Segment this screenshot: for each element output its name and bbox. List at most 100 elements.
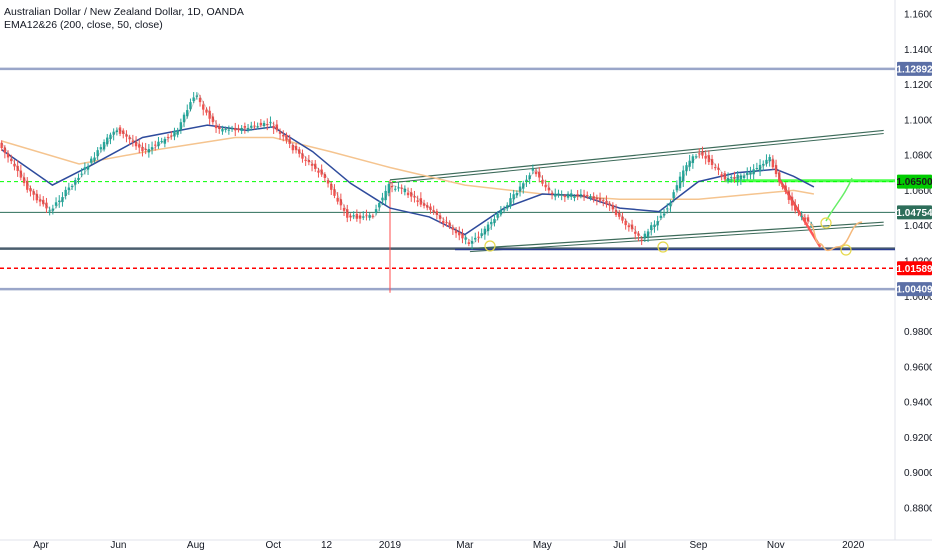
candle-body [538, 171, 541, 178]
candle-body [74, 179, 77, 185]
candle-body [243, 125, 247, 128]
x-tick-label: May [533, 540, 552, 550]
candle-body [282, 134, 285, 137]
candle-body [474, 237, 477, 240]
candle-body [554, 193, 557, 197]
candle-body [598, 198, 602, 201]
indicator-legend: EMA12&26 (200, close, 50, close) [4, 19, 163, 31]
candle-body [550, 192, 554, 195]
candle-body [170, 135, 173, 137]
candle-body [288, 138, 291, 144]
candle-body [602, 200, 605, 202]
candle-body [784, 185, 787, 192]
price-tag-label: 1.12892 [896, 64, 932, 75]
candle-body [704, 155, 707, 159]
candle-body [707, 155, 711, 163]
candle-body [202, 104, 205, 110]
trend-line-0 [389, 129, 884, 181]
candle-body [250, 125, 253, 128]
candle-body [310, 163, 314, 166]
candle-body [346, 209, 349, 218]
candle-body [758, 164, 762, 171]
candle-body [733, 176, 736, 179]
candle-body [176, 130, 179, 135]
candle-body [592, 196, 595, 200]
candle-body [368, 214, 371, 218]
candle-body [426, 205, 429, 208]
candle-body [22, 177, 26, 184]
candle-body [330, 183, 333, 190]
candle-body [435, 211, 439, 215]
candle-body [429, 206, 432, 210]
price-tag [897, 61, 932, 76]
candle-body [54, 202, 58, 206]
candle-body [192, 97, 195, 101]
candle-body [339, 199, 343, 206]
candle-body [448, 222, 451, 227]
candle-body [29, 188, 32, 192]
candle-body [662, 213, 666, 216]
candle-body [637, 233, 640, 236]
candle-body [285, 134, 288, 141]
x-tick-label: Mar [456, 540, 474, 550]
candle-body [390, 186, 394, 188]
candle-body [138, 144, 141, 148]
price-tag [897, 174, 932, 189]
candle-body [381, 197, 384, 201]
candle-body [682, 170, 685, 182]
candle-body [787, 191, 791, 200]
series-price [1, 92, 815, 244]
candle-body [160, 141, 163, 143]
candle-body [16, 165, 19, 172]
candle-body [349, 215, 352, 218]
candle-body [365, 214, 368, 216]
x-tick-label: 2020 [842, 540, 865, 550]
candle-body [509, 198, 512, 207]
candle-body [6, 153, 10, 158]
candle-body [61, 197, 64, 203]
candle-body [672, 192, 675, 199]
candle-body [275, 124, 279, 131]
candle-body [595, 197, 599, 200]
x-tick-label: Aug [187, 540, 205, 550]
x-tick-label: 2019 [379, 540, 402, 550]
candle-body [128, 137, 131, 140]
y-tick-label: 1.04000 [904, 221, 932, 232]
candle-body [211, 116, 215, 123]
candle-body [566, 193, 570, 198]
candle-body [563, 196, 567, 198]
candle-body [10, 158, 13, 162]
candle-body [496, 213, 499, 218]
candle-body [486, 224, 490, 232]
candle-body [269, 121, 272, 123]
candle-body [518, 186, 522, 192]
candle-body [195, 95, 199, 97]
candle-body [141, 147, 144, 152]
candle-body [125, 134, 128, 137]
y-tick-label: 1.10000 [904, 115, 932, 126]
trend-line-1 [469, 221, 884, 250]
candle-body [147, 149, 151, 153]
candle-body [352, 215, 355, 217]
candle-body [198, 97, 202, 103]
candle-body [93, 157, 96, 161]
candle-body [163, 138, 167, 144]
candle-body [803, 217, 807, 221]
candle-body [618, 212, 621, 217]
price-tag-label: 1.00409 [896, 285, 932, 296]
candle-body [102, 142, 106, 150]
candle-body [144, 148, 147, 150]
candle-body [224, 128, 227, 130]
candle-body [640, 239, 643, 241]
candle-body [710, 159, 714, 166]
candle-body [483, 228, 487, 235]
candle-body [230, 128, 234, 130]
candle-body [154, 144, 157, 146]
candle-body [666, 208, 669, 210]
candle-body [627, 225, 631, 228]
candle-body [547, 187, 551, 191]
candle-body [608, 203, 611, 206]
